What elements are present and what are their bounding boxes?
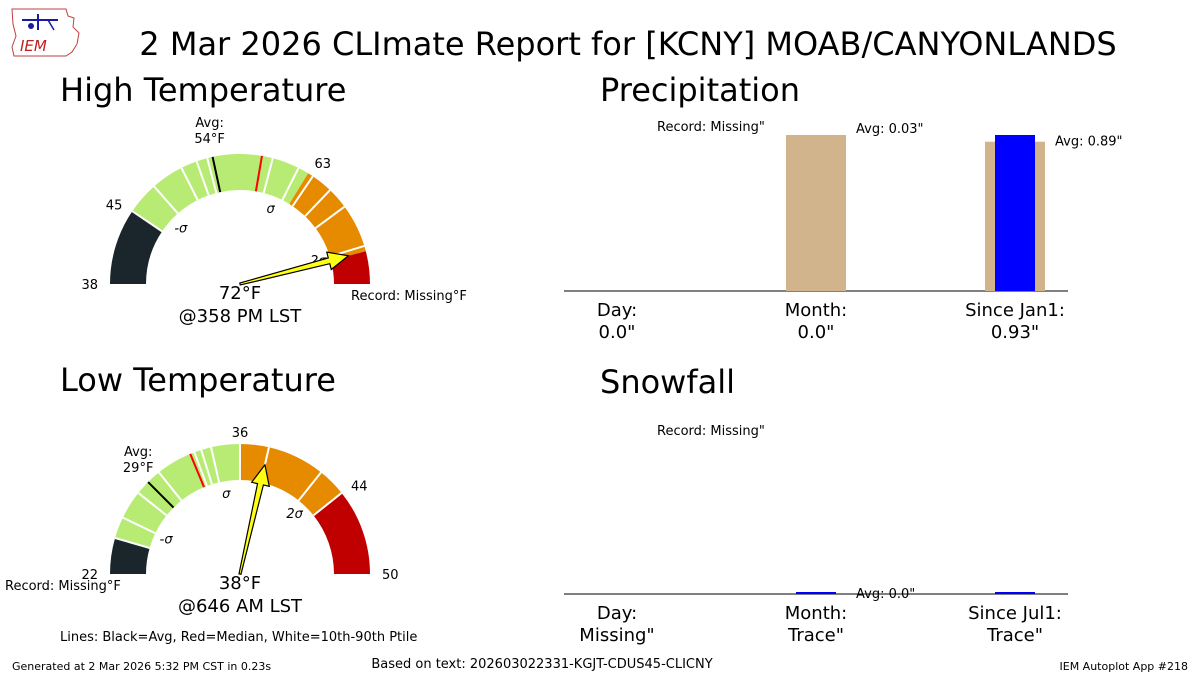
- low-temp-gauge: Avg:29°F 22 36 44 50 -σ σ 2σ 38°F@646 AM LST Reco…: [5, 426, 399, 617]
- gauge-tick-label: 50: [382, 568, 399, 583]
- category-label: Month:: [785, 603, 847, 624]
- value-label: 0.0": [798, 322, 835, 343]
- percentile-line: [193, 451, 208, 487]
- gauge-tick-label: 36: [232, 426, 249, 441]
- gauge-tick-label: 38: [81, 278, 98, 293]
- gauge-tick-label: 45: [106, 198, 123, 213]
- percentile-line: [304, 189, 331, 217]
- record-label: Record: Missing°F: [5, 579, 121, 594]
- logo-text: IEM: [20, 37, 47, 55]
- snowfall-bar-chart: Day:Missing"Avg: 0.0"Month:Trace"Since J…: [564, 424, 1068, 646]
- percentile-line: [312, 492, 343, 517]
- sigma-label: -σ: [174, 221, 188, 236]
- precip-title: Precipitation: [600, 71, 800, 109]
- percentile-line: [153, 185, 179, 215]
- average-label: Avg: 0.0": [856, 587, 915, 602]
- observed-bar: [995, 592, 1035, 594]
- observed-bar: [995, 135, 1035, 291]
- category-label: Month:: [785, 300, 847, 321]
- average-value-label: 54°F: [194, 132, 225, 147]
- footer-generated: Generated at 2 Mar 2026 5:32 PM CST in 0…: [12, 660, 271, 673]
- sigma-label: -σ: [160, 532, 174, 547]
- gauge-band-dark: [110, 211, 163, 284]
- percentile-line: [206, 157, 218, 194]
- percentile-line: [314, 205, 346, 229]
- median-line: [254, 155, 263, 192]
- observed-time-label: @358 PM LST: [179, 306, 303, 327]
- category-label: Since Jan1:: [965, 300, 1065, 321]
- footer-based-on: Based on text: 202603022331-KGJT-CDUS45-…: [371, 657, 712, 672]
- observed-value-arrow: [239, 251, 350, 286]
- record-label: Record: Missing°F: [351, 289, 467, 304]
- sigma-label: σ: [266, 202, 275, 217]
- gauge-tick-label: 22: [81, 568, 98, 583]
- category-label: Day:: [597, 603, 637, 624]
- average-label: Avg: 0.03": [856, 122, 924, 137]
- precip-bar-chart: Day:0.0"Avg: 0.03"Month:0.0"Avg: 0.89"Si…: [564, 120, 1123, 343]
- percentile-line: [114, 537, 150, 549]
- percentile-line: [122, 516, 156, 535]
- percentile-line: [210, 447, 221, 483]
- percentile-line: [137, 492, 168, 517]
- percentile-line: [200, 449, 213, 485]
- average-label: Avg:: [124, 445, 152, 460]
- report-title: 2 Mar 2026 CLImate Report for [KCNY] MOA…: [139, 25, 1116, 63]
- average-label: Avg:: [195, 116, 223, 131]
- average-line: [147, 481, 175, 509]
- observed-value-arrow: [238, 463, 271, 575]
- snowfall-title: Snowfall: [600, 363, 735, 401]
- record-label: Record: Missing": [657, 120, 765, 135]
- percentile-line: [180, 167, 199, 201]
- footer-app: IEM Autoplot App #218: [1060, 660, 1189, 673]
- gauge-tick-label: 63: [314, 157, 331, 172]
- gauge-band-red: [313, 492, 370, 574]
- average-line: [211, 156, 222, 193]
- observed-bar: [796, 592, 836, 594]
- percentile-line: [281, 167, 300, 201]
- observed-value-label: 38°F: [219, 573, 261, 594]
- percentile-line: [291, 175, 314, 207]
- value-label: Trace": [986, 625, 1043, 646]
- average-bar: [786, 135, 846, 291]
- percentile-line: [262, 157, 274, 194]
- low-temp-title: Low Temperature: [60, 361, 336, 399]
- gauge-band-dark: [110, 538, 150, 574]
- percentile-line: [297, 471, 322, 502]
- high-temp-title: High Temperature: [60, 71, 346, 109]
- value-label: Trace": [787, 625, 844, 646]
- value-label: 0.93": [991, 322, 1039, 343]
- percentile-line: [131, 210, 163, 233]
- observed-value-label: 72°F: [219, 283, 261, 304]
- percentile-line: [195, 161, 210, 196]
- iem-logo: IEM: [11, 8, 80, 57]
- value-label: Missing": [579, 625, 654, 646]
- median-line: [189, 453, 205, 488]
- percentile-line: [158, 471, 183, 502]
- sigma-label: σ: [222, 487, 231, 502]
- average-value-label: 29°F: [123, 461, 154, 476]
- observed-time-label: @646 AM LST: [178, 596, 303, 617]
- legend-note: Lines: Black=Avg, Red=Median, White=10th…: [60, 630, 417, 645]
- category-label: Since Jul1:: [968, 603, 1062, 624]
- value-label: 0.0": [599, 322, 636, 343]
- record-label: Record: Missing": [657, 424, 765, 439]
- gauge-tick-label: 44: [351, 479, 368, 494]
- average-label: Avg: 0.89": [1055, 135, 1123, 150]
- gauge-band-orange: [289, 173, 366, 261]
- sigma-label: 2σ: [286, 507, 303, 522]
- category-label: Day:: [597, 300, 637, 321]
